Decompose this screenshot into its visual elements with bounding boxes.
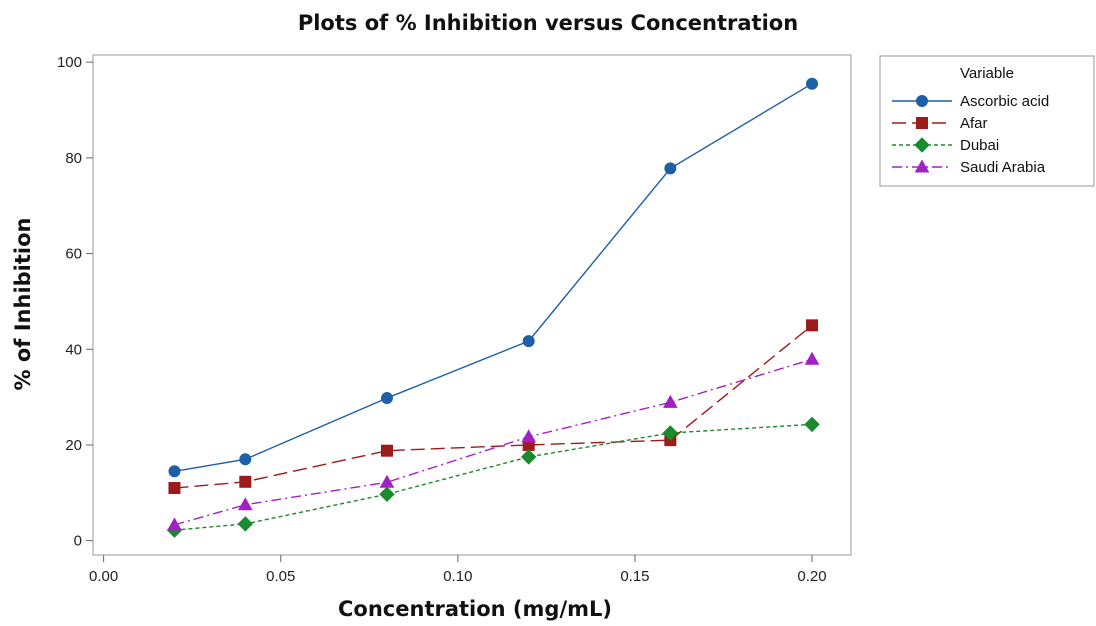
data-point-ascorbic-acid — [239, 453, 252, 466]
legend-marker — [914, 159, 930, 173]
x-tick-label: 0.20 — [797, 568, 826, 585]
series-dubai — [166, 416, 820, 538]
data-point-ascorbic-acid — [168, 465, 181, 478]
legend-label: Ascorbic acid — [960, 93, 1049, 110]
y-tick-label: 100 — [57, 54, 82, 71]
plot-frame — [92, 54, 852, 556]
legend-title: Variable — [960, 65, 1014, 82]
y-axis: 0 20 40 60 80 100 — [57, 54, 93, 550]
data-point-afar — [239, 475, 252, 488]
data-point-ascorbic-acid — [806, 77, 819, 90]
series-afar — [168, 319, 819, 495]
data-point-dubai — [662, 425, 679, 441]
x-tick-label: 0.15 — [620, 568, 649, 585]
series-layer — [166, 77, 820, 538]
data-point-afar — [380, 444, 393, 457]
data-point-saudi-arabia — [379, 474, 395, 488]
data-point-saudi-arabia — [521, 429, 537, 443]
legend-frame — [879, 55, 1095, 187]
series-line-ascorbic-acid — [174, 83, 813, 472]
y-axis-title: % of Inhibition — [11, 218, 35, 391]
legend-item-saudi-arabia: Saudi Arabia — [892, 159, 1046, 176]
series-line-dubai — [174, 423, 813, 531]
x-tick-label: 0.10 — [443, 568, 472, 585]
series-line-saudi-arabia — [174, 358, 813, 526]
y-tick-label: 0 — [74, 533, 82, 550]
x-axis: 0.00 0.05 0.10 0.15 0.20 — [89, 555, 827, 585]
data-point-afar — [806, 319, 819, 332]
data-point-saudi-arabia — [662, 394, 678, 408]
y-tick-label: 80 — [65, 150, 82, 167]
data-point-afar — [168, 482, 181, 495]
legend-label: Saudi Arabia — [960, 159, 1046, 176]
data-point-dubai — [379, 486, 395, 502]
y-tick-label: 40 — [65, 341, 82, 358]
legend-label: Afar — [960, 115, 988, 132]
y-tick-label: 20 — [65, 437, 82, 454]
legend: Variable Ascorbic acid Afar Dubai Saudi Ara… — [879, 55, 1095, 187]
series-ascorbic-acid — [168, 77, 819, 478]
data-point-dubai — [520, 449, 537, 465]
legend-item-afar: Afar — [892, 115, 988, 132]
legend-label: Dubai — [960, 137, 999, 154]
x-tick-label: 0.05 — [266, 568, 295, 585]
legend-item-dubai: Dubai — [892, 137, 999, 154]
y-tick-label: 60 — [65, 246, 82, 263]
legend-marker — [916, 117, 928, 129]
x-tick-label: 0.00 — [89, 568, 118, 585]
series-line-afar — [174, 324, 813, 489]
legend-marker — [916, 95, 928, 107]
data-point-ascorbic-acid — [522, 335, 535, 348]
data-point-saudi-arabia — [237, 497, 253, 511]
data-point-dubai — [237, 516, 254, 532]
data-point-dubai — [804, 416, 820, 433]
data-point-saudi-arabia — [804, 351, 820, 365]
data-point-ascorbic-acid — [664, 162, 677, 175]
legend-marker — [914, 137, 930, 153]
chart-title: Plots of % Inhibition versus Concentrati… — [298, 11, 798, 35]
legend-item-ascorbic-acid: Ascorbic acid — [892, 93, 1049, 110]
series-saudi-arabia — [167, 351, 820, 531]
data-point-ascorbic-acid — [380, 392, 393, 405]
data-point-saudi-arabia — [167, 517, 182, 531]
x-axis-title: Concentration (mg/mL) — [338, 597, 612, 621]
